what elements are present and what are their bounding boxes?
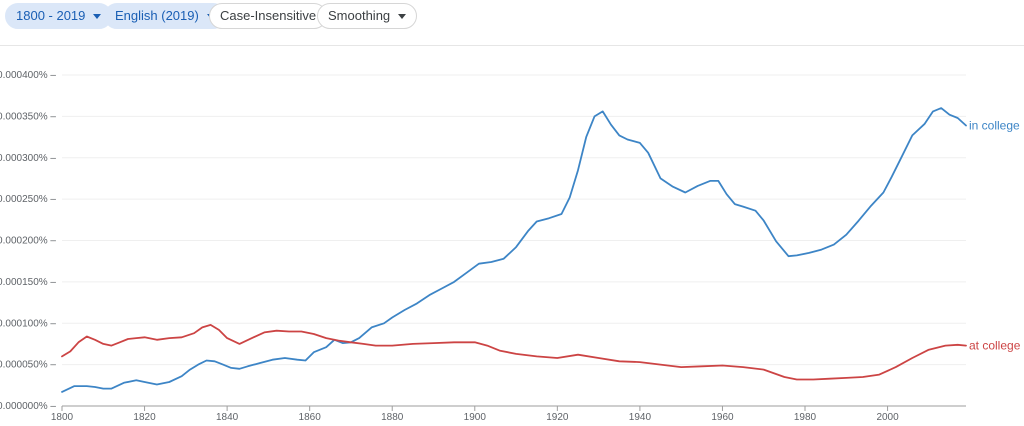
x-tick-label: 1800: [51, 412, 74, 423]
x-tick-label: 1860: [299, 412, 322, 423]
y-tick-label: 0.000100% –: [0, 318, 56, 329]
y-tick-label: 0.000000% –: [0, 401, 56, 412]
x-tick-label: 1820: [133, 412, 156, 423]
x-tick-label: 2000: [876, 412, 899, 423]
smoothing-dropdown[interactable]: Smoothing: [317, 3, 418, 29]
y-tick-label: 0.000400% –: [0, 70, 56, 81]
series-label[interactable]: in college: [969, 118, 1020, 132]
caret-down-icon: [398, 13, 407, 19]
y-tick-label: 0.000350% –: [0, 111, 56, 122]
corpus-label: English (2019): [115, 8, 199, 23]
y-axis: 0.000000% – 0.000050% – 0.000100% – 0.00015…: [0, 70, 56, 412]
y-tick-label: 0.000150% –: [0, 277, 56, 288]
x-tick-label: 1840: [216, 412, 239, 423]
x-tick-label: 1900: [464, 412, 487, 423]
case-insensitive-label: Case-Insensitive: [220, 8, 317, 23]
corpus-dropdown[interactable]: English (2019): [104, 3, 226, 29]
y-tick-label: 0.000250% –: [0, 194, 56, 205]
toolbar: 1800 - 2019 English (2019) Case-Insensit…: [0, 0, 1024, 46]
smoothing-label: Smoothing: [328, 8, 391, 23]
series-label[interactable]: at college: [969, 339, 1021, 353]
caret-down-icon: [93, 13, 102, 19]
series-line-in-college[interactable]: [61, 107, 967, 393]
gridlines: [62, 74, 966, 366]
y-tick-label: 0.000050% –: [0, 360, 56, 371]
series-group: in college at college: [61, 107, 1021, 393]
case-insensitive-toggle[interactable]: Case-Insensitive: [209, 3, 328, 29]
year-range-dropdown[interactable]: 1800 - 2019: [5, 3, 113, 29]
y-tick-label: 0.000300% –: [0, 153, 56, 164]
y-tick-label: 0.000200% –: [0, 236, 56, 247]
x-tick-label: 1960: [711, 412, 734, 423]
x-tick-label: 1940: [629, 412, 652, 423]
series-line-at-college[interactable]: [61, 324, 967, 381]
x-tick-label: 1980: [794, 412, 817, 423]
x-tick-label: 1880: [381, 412, 404, 423]
x-axis: 1800 1820 1840 1860 1880 1900 1920 1940 1960 1980…: [51, 405, 966, 423]
year-range-label: 1800 - 2019: [16, 8, 86, 23]
ngram-line-chart: 0.000000% – 0.000050% – 0.000100% – 0.00015…: [0, 70, 1021, 423]
x-tick-label: 1920: [546, 412, 569, 423]
